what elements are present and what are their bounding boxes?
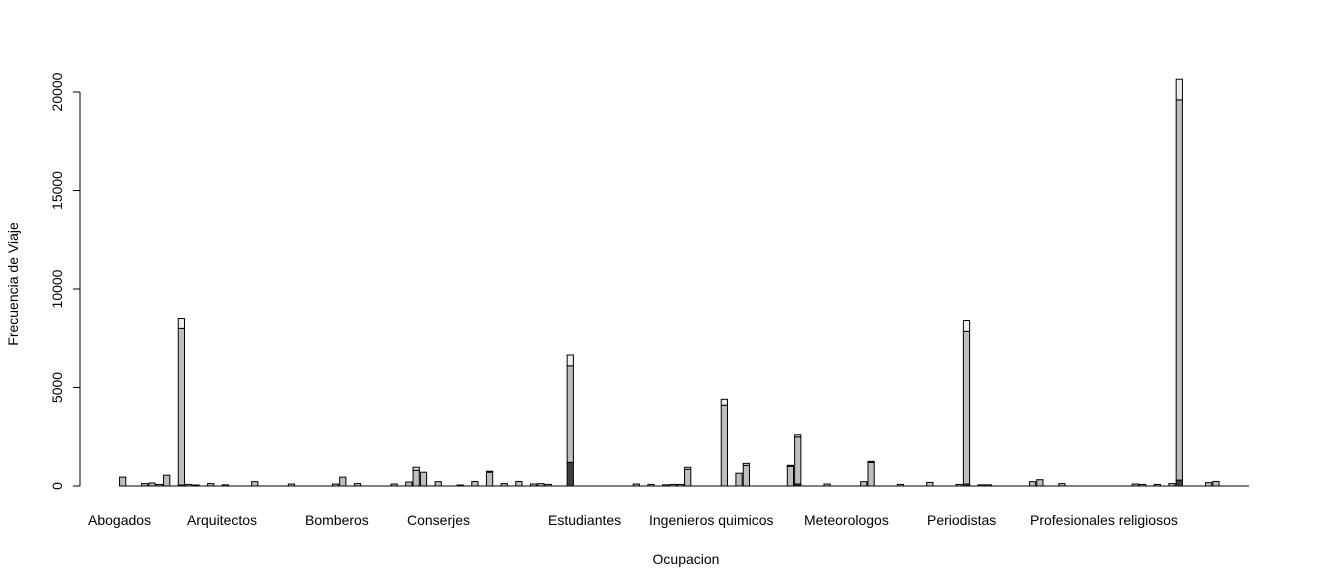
bar: [251, 481, 259, 487]
bar-segment-top: [177, 318, 185, 329]
bar: [1036, 479, 1044, 487]
y-axis-title: Frecuencia de Viaje: [5, 222, 21, 346]
x-tick-label: Arquitectos: [187, 512, 257, 528]
x-tick-label: Meteorologos: [804, 512, 889, 528]
bar-segment-middle: [1028, 481, 1037, 487]
x-axis-title: Ocupacion: [653, 551, 720, 567]
bar-segment-middle: [735, 472, 743, 487]
bar: [566, 354, 574, 487]
bar-segment-middle: [434, 481, 442, 487]
bar-segment-middle: [742, 464, 750, 487]
bar-segment-top: [720, 398, 728, 406]
bar-segment-middle: [405, 481, 413, 487]
x-tick-label: Profesionales religiosos: [1030, 512, 1178, 528]
bar-segment-top: [566, 354, 574, 367]
bar-segment-middle: [1036, 479, 1044, 487]
bar-segment-top: [794, 434, 802, 438]
bar-segment-top: [962, 320, 971, 332]
bar: [1175, 78, 1183, 487]
x-tick-label: Estudiantes: [548, 512, 621, 528]
y-tick-label: 5000: [49, 372, 65, 403]
bar-segment-middle: [786, 465, 795, 487]
bar: [412, 466, 420, 487]
bar-segment-middle: [1175, 99, 1183, 481]
bar-segment-bottom: [566, 461, 574, 487]
bar-segment-middle: [720, 404, 728, 487]
bar-segment-bottom: [1175, 479, 1183, 487]
bar: [339, 476, 347, 487]
bar-segment-middle: [1212, 480, 1220, 487]
bar-segment-top: [485, 470, 494, 473]
bar-segment-middle: [471, 480, 479, 487]
y-tick-label: 20000: [49, 72, 65, 111]
y-tick-label: 15000: [49, 171, 65, 210]
bar: [163, 474, 171, 487]
bar: [119, 476, 127, 487]
y-axis: 0 5000 10000 15000 20000: [49, 72, 81, 490]
x-tick-label: Conserjes: [407, 512, 470, 528]
bar: [786, 464, 795, 487]
bar: [177, 318, 185, 487]
bar: [471, 480, 479, 487]
bar: [867, 460, 875, 487]
bar: [735, 472, 743, 487]
bar: [926, 481, 934, 487]
x-tick-label: Bomberos: [305, 512, 369, 528]
bar: [405, 481, 413, 487]
bar: [860, 481, 868, 487]
x-tick-label: Periodistas: [927, 512, 996, 528]
bar: [1212, 480, 1220, 487]
x-tick-label: Ingenieros quimicos: [649, 512, 774, 528]
bar-segment-middle: [412, 469, 420, 487]
bar: [794, 434, 802, 487]
bar: [1205, 482, 1213, 487]
bar-segment-top: [1175, 78, 1183, 101]
bar-segment-middle: [926, 481, 934, 487]
bar-segment-middle: [419, 471, 428, 487]
bar-segment-middle: [962, 330, 971, 485]
x-category-labels: Abogados Arquitectos Bomberos Conserjes Estu…: [88, 512, 1178, 528]
y-tick-label: 0: [49, 482, 65, 490]
bar-segment-middle: [485, 471, 494, 487]
bar-segment-middle: [1205, 482, 1213, 487]
bar-segment-middle: [860, 481, 868, 487]
bar: [962, 320, 971, 487]
bar-segment-top: [867, 460, 875, 463]
bar-segment-middle: [339, 476, 347, 487]
bar-segment-top: [684, 466, 692, 470]
bar: [434, 481, 442, 487]
bar: [485, 470, 494, 487]
bar-segment-middle: [867, 461, 875, 487]
bar: [720, 398, 728, 487]
bars-group: [119, 78, 1220, 487]
bar-segment-top: [742, 462, 750, 466]
bar-segment-middle: [794, 436, 802, 485]
bar-segment-top: [412, 466, 420, 471]
bar: [515, 480, 523, 487]
bar: [684, 466, 692, 487]
bar-segment-middle: [251, 481, 259, 487]
bar: [1028, 481, 1037, 487]
bar-segment-middle: [119, 476, 127, 487]
y-tick-label: 10000: [49, 269, 65, 308]
bar: [742, 462, 750, 487]
bar-segment-middle: [515, 480, 523, 487]
x-tick-label: Abogados: [88, 512, 151, 528]
bar-segment-middle: [566, 365, 574, 463]
bar-segment-middle: [684, 468, 692, 487]
bar-segment-middle: [177, 327, 185, 486]
bar-segment-middle: [163, 474, 171, 487]
bar-segment-top: [786, 464, 795, 467]
bar: [419, 471, 428, 487]
